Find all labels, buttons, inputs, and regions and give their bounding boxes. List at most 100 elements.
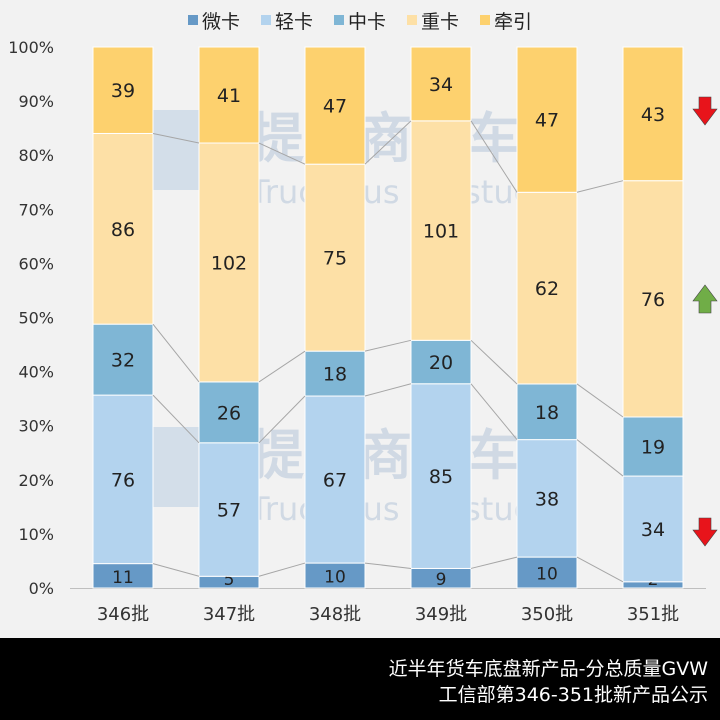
series-line xyxy=(470,120,518,193)
y-tick-label: 80% xyxy=(18,146,54,165)
legend-swatch xyxy=(261,15,271,25)
bar-segment xyxy=(198,381,260,444)
bar-segment xyxy=(198,442,260,577)
legend-swatch xyxy=(480,15,490,25)
data-label: 10 xyxy=(536,565,558,585)
series-line xyxy=(576,439,624,477)
y-tick-label: 40% xyxy=(18,363,54,382)
bar-segment xyxy=(410,383,472,569)
series-line xyxy=(152,132,200,144)
series-line xyxy=(258,562,306,577)
y-tick-label: 0% xyxy=(29,579,54,598)
legend-label: 微卡 xyxy=(202,11,240,33)
svg-text:提加商用车: 提加商用车 xyxy=(250,107,520,170)
data-label: 102 xyxy=(211,252,247,274)
bar-segment xyxy=(198,46,260,144)
footer-line-2: 工信部第346-351批新产品公示 xyxy=(438,684,708,706)
bar-segment xyxy=(410,46,472,122)
series-line xyxy=(364,383,412,397)
data-label: 76 xyxy=(111,469,135,491)
data-label: 39 xyxy=(111,80,135,102)
data-label: 75 xyxy=(323,248,347,270)
legend-swatch xyxy=(334,15,344,25)
data-label: 47 xyxy=(535,110,559,132)
y-tick-label: 60% xyxy=(18,254,54,273)
data-label: 43 xyxy=(641,104,665,126)
y-tick-label: 20% xyxy=(18,471,54,490)
data-label: 85 xyxy=(429,466,453,488)
data-label: 101 xyxy=(423,221,459,243)
legend-label: 轻卡 xyxy=(275,11,313,33)
x-tick-label: 348批 xyxy=(309,604,361,625)
data-label: 76 xyxy=(641,289,665,311)
series-line xyxy=(576,556,624,583)
legend-label: 重卡 xyxy=(421,11,459,33)
data-label: 19 xyxy=(641,437,665,459)
stacked-bar-chart: 0%10%20%30%40%50%60%70%80%90%100%提加商用车Tr… xyxy=(8,11,718,625)
y-tick-label: 30% xyxy=(18,417,54,436)
bar-segment xyxy=(622,416,684,477)
bar-segment xyxy=(516,46,578,193)
series-line xyxy=(470,383,518,440)
data-label: 11 xyxy=(112,568,134,588)
data-label: 26 xyxy=(217,402,241,424)
bar-segment xyxy=(516,383,578,441)
y-tick-label: 50% xyxy=(18,309,54,328)
footer-caption: 近半年货车底盘新产品-分总质量GVW 工信部第346-351批新产品公示 xyxy=(0,638,720,720)
data-label: 34 xyxy=(641,519,665,541)
y-tick-label: 100% xyxy=(8,38,54,57)
footer-line-1: 近半年货车底盘新产品-分总质量GVW xyxy=(388,658,708,680)
bar-segment xyxy=(516,439,578,558)
data-label: 20 xyxy=(429,352,453,374)
series-line xyxy=(152,394,200,444)
data-label: 67 xyxy=(323,470,347,492)
bar-segment xyxy=(304,163,366,352)
arrow-down-icon xyxy=(692,517,718,547)
legend-swatch xyxy=(407,15,417,25)
series-line xyxy=(470,339,518,385)
data-label: 10 xyxy=(324,568,346,588)
series-line xyxy=(576,383,624,418)
x-tick-label: 346批 xyxy=(97,604,149,625)
arrow-up-icon xyxy=(692,284,718,314)
bar-segment xyxy=(304,46,366,165)
bar-segment xyxy=(92,132,154,325)
legend-label: 中卡 xyxy=(348,11,386,33)
series-line xyxy=(364,339,412,352)
legend-swatch xyxy=(188,15,198,25)
svg-text:TruckPlus CV studio: TruckPlus CV studio xyxy=(249,490,562,528)
series-line xyxy=(470,556,518,569)
data-label: 5 xyxy=(224,570,235,590)
data-label: 86 xyxy=(111,219,135,241)
x-tick-label: 347批 xyxy=(203,604,255,625)
series-line xyxy=(258,142,306,165)
svg-text:TruckPlus CV studio: TruckPlus CV studio xyxy=(249,173,562,211)
data-label: 57 xyxy=(217,500,241,522)
data-label: 32 xyxy=(111,350,135,372)
data-label: 9 xyxy=(436,570,447,590)
bar-segment xyxy=(304,350,366,397)
x-tick-label: 350批 xyxy=(521,604,573,625)
data-label: 38 xyxy=(535,488,559,510)
y-tick-label: 70% xyxy=(18,200,54,219)
x-tick-label: 351批 xyxy=(627,604,679,625)
svg-text:提加商用车: 提加商用车 xyxy=(250,424,520,487)
data-label: 62 xyxy=(535,278,559,300)
bar-segment xyxy=(622,46,684,182)
x-tick-label: 349批 xyxy=(415,604,467,625)
data-label: 41 xyxy=(217,85,241,107)
series-line xyxy=(152,323,200,383)
data-label: 18 xyxy=(535,402,559,424)
bar-segment xyxy=(622,475,684,583)
series-line xyxy=(576,180,624,193)
data-label: 18 xyxy=(323,364,347,386)
data-label: 34 xyxy=(429,74,453,96)
legend-label: 牵引 xyxy=(494,11,532,33)
bar-segment xyxy=(516,191,578,385)
series-line xyxy=(364,120,412,165)
y-tick-label: 10% xyxy=(18,525,54,544)
series-line xyxy=(364,562,412,569)
y-tick-label: 90% xyxy=(18,92,54,111)
series-line xyxy=(152,563,200,577)
